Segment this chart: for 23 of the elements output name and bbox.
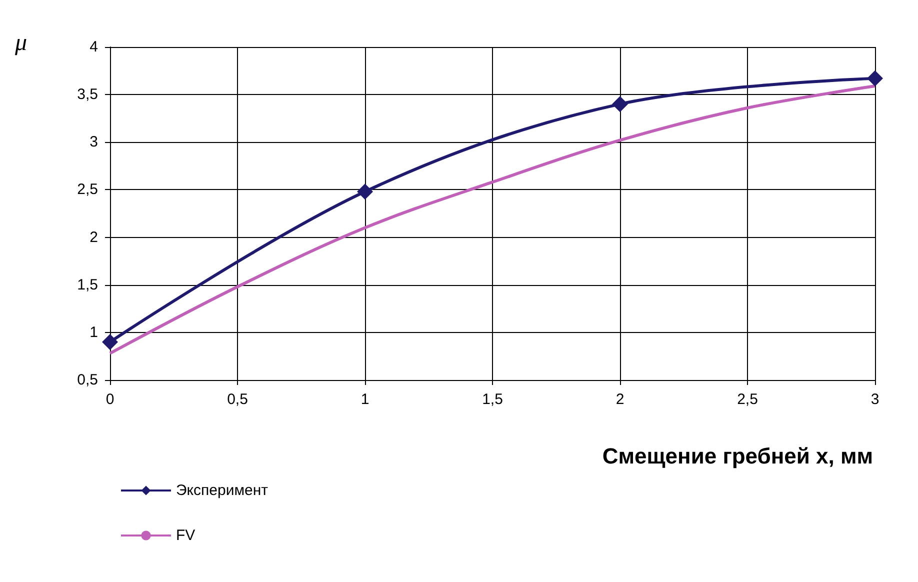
y-axis-title: μ — [14, 30, 28, 56]
point — [867, 70, 883, 86]
point — [357, 184, 373, 200]
y-tick-label: 3,5 — [77, 86, 98, 104]
y-tick-label: 0,5 — [77, 372, 98, 388]
y-tick-label: 1 — [90, 324, 98, 341]
x-tick-label: 0,5 — [227, 391, 248, 408]
y-tick-label: 2 — [90, 228, 98, 246]
y-tick-label: 3 — [90, 134, 98, 151]
x-tick-label: 2 — [616, 391, 624, 408]
point — [102, 334, 118, 350]
legend-label: Эксперимент — [176, 482, 268, 499]
y-tick-label: 1,5 — [77, 276, 98, 294]
x-tick-label: 2,5 — [737, 391, 758, 408]
x-tick-label: 1 — [360, 391, 370, 408]
x-tick-label: 0 — [106, 391, 114, 408]
x-axis-title: Смещение гребней х, мм — [602, 444, 874, 468]
x-tick-label: 3 — [870, 391, 880, 408]
y-tick-label: 2,5 — [77, 181, 98, 198]
x-tick-label: 1,5 — [482, 391, 503, 408]
legend-label: FV — [176, 527, 196, 544]
point — [612, 96, 628, 112]
y-tick-label: 4 — [90, 38, 98, 56]
